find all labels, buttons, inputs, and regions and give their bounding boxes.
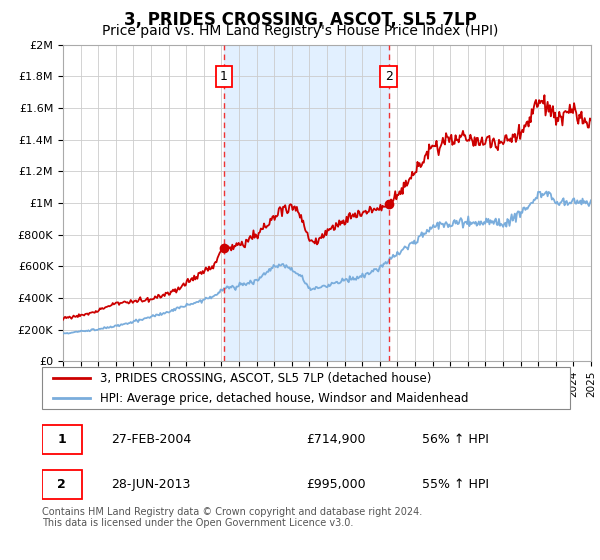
Text: Price paid vs. HM Land Registry's House Price Index (HPI): Price paid vs. HM Land Registry's House …: [102, 24, 498, 38]
FancyBboxPatch shape: [42, 367, 570, 409]
Text: 56% ↑ HPI: 56% ↑ HPI: [422, 433, 489, 446]
FancyBboxPatch shape: [42, 426, 82, 454]
Text: HPI: Average price, detached house, Windsor and Maidenhead: HPI: Average price, detached house, Wind…: [100, 392, 469, 405]
Text: Contains HM Land Registry data © Crown copyright and database right 2024.
This d: Contains HM Land Registry data © Crown c…: [42, 507, 422, 529]
Text: 2: 2: [385, 70, 392, 83]
Text: 3, PRIDES CROSSING, ASCOT, SL5 7LP: 3, PRIDES CROSSING, ASCOT, SL5 7LP: [124, 11, 476, 29]
Bar: [224, 45, 389, 361]
Text: 1: 1: [220, 70, 228, 83]
Text: £714,900: £714,900: [306, 433, 365, 446]
Text: 1: 1: [58, 433, 66, 446]
FancyBboxPatch shape: [42, 470, 82, 498]
Text: 28-JUN-2013: 28-JUN-2013: [110, 478, 190, 491]
Text: £995,000: £995,000: [306, 478, 365, 491]
Text: 55% ↑ HPI: 55% ↑ HPI: [422, 478, 489, 491]
Text: 27-FEB-2004: 27-FEB-2004: [110, 433, 191, 446]
Text: 2: 2: [58, 478, 66, 491]
Text: 3, PRIDES CROSSING, ASCOT, SL5 7LP (detached house): 3, PRIDES CROSSING, ASCOT, SL5 7LP (deta…: [100, 372, 431, 385]
